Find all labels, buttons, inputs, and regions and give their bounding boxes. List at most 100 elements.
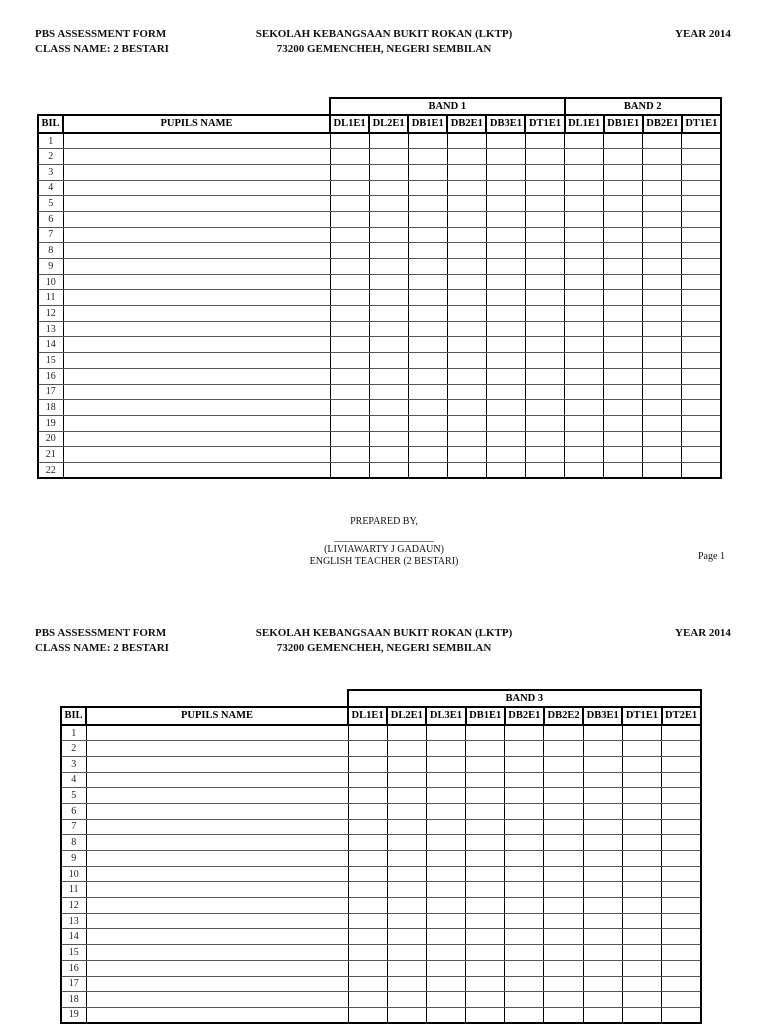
score-cell <box>621 865 663 883</box>
score-cell <box>465 818 506 836</box>
score-cell <box>564 430 605 448</box>
score-cell <box>504 865 545 883</box>
table-row: 7 <box>60 818 702 836</box>
score-cell <box>347 771 388 789</box>
score-cell <box>485 132 526 150</box>
score-cell <box>642 320 683 338</box>
score-cell <box>582 975 623 993</box>
score-cell <box>329 383 370 401</box>
score-cell <box>407 195 448 212</box>
score-cell <box>347 740 388 757</box>
score-cell <box>465 740 506 757</box>
score-cell <box>386 787 427 804</box>
table-row: 18 <box>37 399 722 416</box>
score-cell <box>446 163 487 181</box>
table-row: 15 <box>60 944 702 961</box>
score-cell <box>681 289 722 307</box>
score-cell <box>642 414 683 432</box>
score-cell <box>660 818 702 836</box>
pupil-name-cell <box>85 787 349 804</box>
score-cell <box>425 724 467 742</box>
score-cell <box>368 367 409 385</box>
score-cell <box>329 414 370 432</box>
score-cell <box>681 399 722 416</box>
score-cell <box>504 897 545 914</box>
score-cell <box>347 928 388 946</box>
score-cell <box>368 242 409 259</box>
pupil-name-cell <box>62 305 331 322</box>
score-cell <box>347 912 388 930</box>
score-cell <box>347 1006 388 1024</box>
score-cell <box>681 258 722 275</box>
score-cell <box>642 305 683 322</box>
score-cell <box>465 881 506 899</box>
score-cell <box>386 1006 427 1024</box>
score-cell <box>504 771 545 789</box>
pupil-name-cell <box>85 881 349 899</box>
score-cell <box>564 273 605 291</box>
score-cell <box>386 724 427 742</box>
score-cell <box>564 446 605 463</box>
score-cell <box>347 897 388 914</box>
score-cell <box>386 834 427 851</box>
pupil-name-cell <box>62 320 331 338</box>
score-cell <box>582 928 623 946</box>
score-cell <box>485 305 526 322</box>
score-cell <box>681 210 722 228</box>
score-cell <box>603 367 644 385</box>
score-cell <box>660 928 702 946</box>
score-cell <box>465 850 506 867</box>
pupil-name-cell <box>62 242 331 259</box>
score-cell <box>368 399 409 416</box>
table-row: 10 <box>37 273 722 291</box>
score-cell <box>386 865 427 883</box>
score-cell <box>603 195 644 212</box>
score-cell <box>329 305 370 322</box>
score-cell <box>446 383 487 401</box>
pupil-name-cell <box>62 163 331 181</box>
score-cell <box>465 959 506 977</box>
score-cell <box>425 881 467 899</box>
pupil-name-cell <box>62 132 331 150</box>
table-row: 18 <box>60 991 702 1008</box>
score-cell <box>446 258 487 275</box>
score-cell <box>465 724 506 742</box>
pupil-name-cell <box>85 1006 349 1024</box>
score-cell <box>465 834 506 851</box>
score-cell <box>347 834 388 851</box>
score-cell <box>386 881 427 899</box>
column-header: DL3E1 <box>425 706 467 726</box>
score-cell <box>660 912 702 930</box>
score-cell <box>425 787 467 804</box>
score-cell <box>582 865 623 883</box>
score-cell <box>347 975 388 993</box>
score-cell <box>329 399 370 416</box>
score-cell <box>681 320 722 338</box>
score-cell <box>582 1006 623 1024</box>
score-cell <box>660 975 702 993</box>
school-title-block: SEKOLAH KEBANGSAAN BUKIT ROKAN (LKTP) 73… <box>0 27 768 57</box>
score-cell <box>524 195 566 212</box>
score-cell <box>504 834 545 851</box>
score-cell <box>329 132 370 150</box>
score-cell <box>564 242 605 259</box>
row-number: 8 <box>37 242 64 259</box>
score-cell <box>368 179 409 197</box>
pupil-name-cell <box>62 430 331 448</box>
score-cell <box>425 834 467 851</box>
score-cell <box>446 195 487 212</box>
pupil-name-cell <box>85 802 349 820</box>
column-header: DB2E2 <box>542 706 585 726</box>
row-number: 15 <box>37 352 64 369</box>
table-row: 19 <box>60 1006 702 1024</box>
score-cell <box>407 258 448 275</box>
table-row: 16 <box>60 959 702 977</box>
score-cell <box>407 352 448 369</box>
score-cell <box>582 802 623 820</box>
table-row: 8 <box>37 242 722 259</box>
score-cell <box>329 258 370 275</box>
score-cell <box>368 163 409 181</box>
row-number: 4 <box>37 179 64 197</box>
score-cell <box>446 289 487 307</box>
score-cell <box>446 414 487 432</box>
